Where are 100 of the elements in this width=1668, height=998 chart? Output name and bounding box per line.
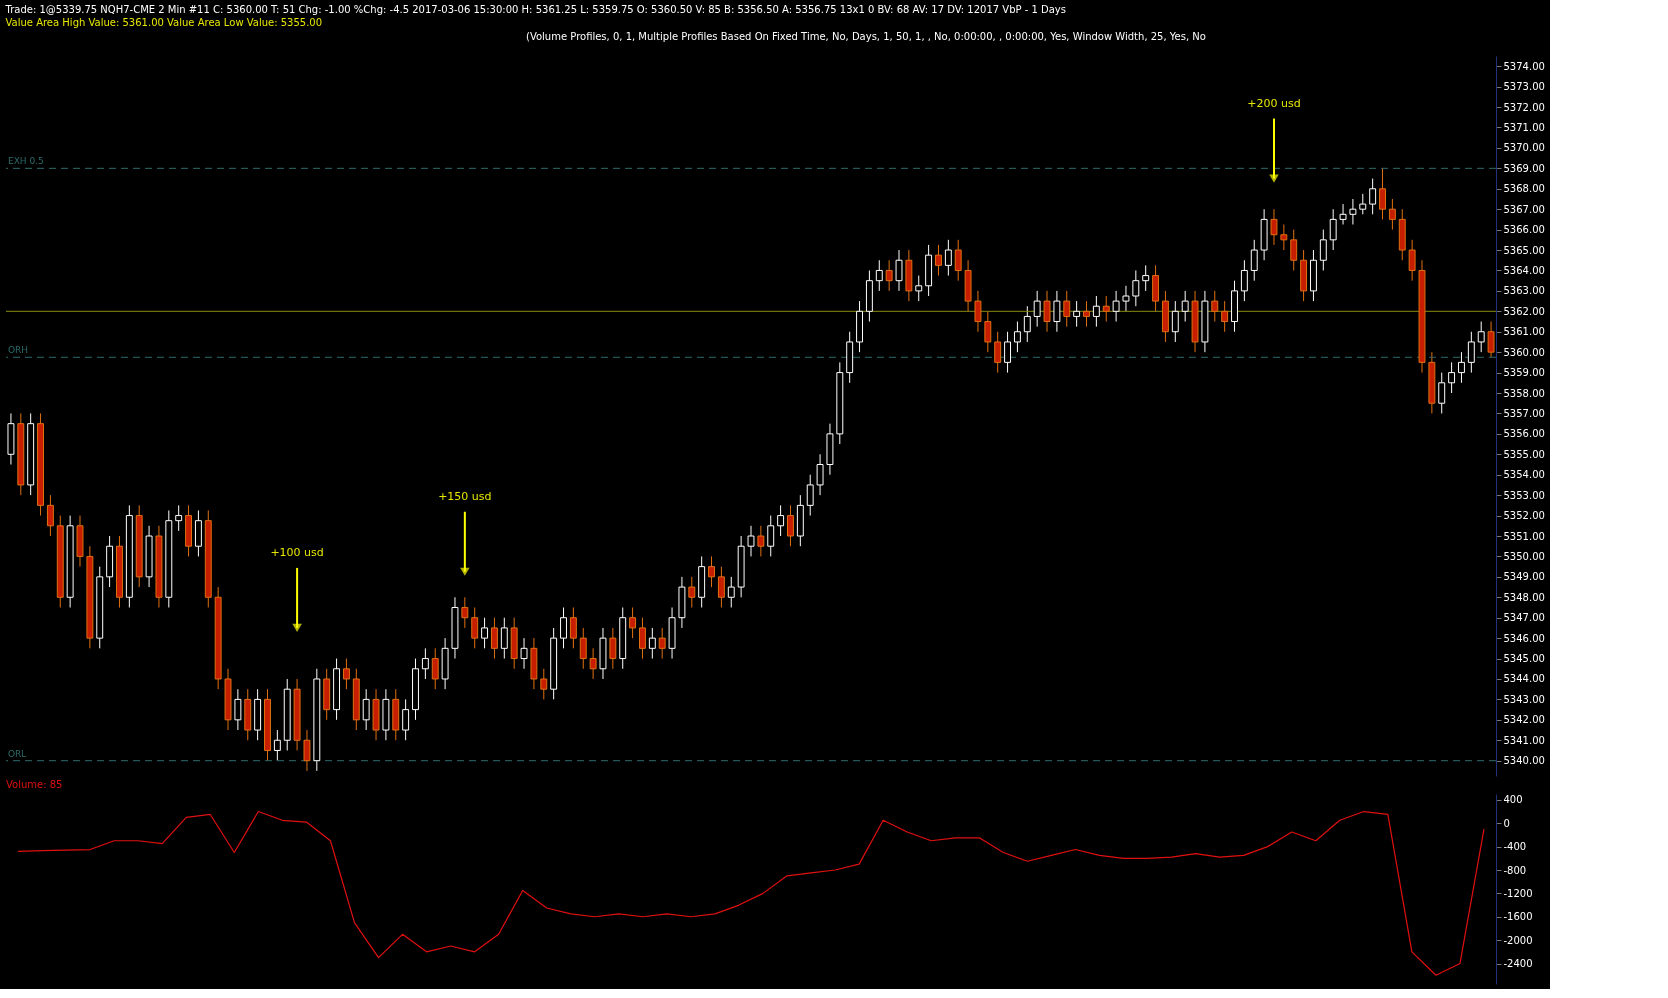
- y-tick-label: 400: [1503, 794, 1523, 806]
- candlestick: [1388, 198, 1396, 231]
- y-tick-label: -1600: [1503, 911, 1533, 923]
- y-tick-label: 5348.00: [1503, 591, 1545, 603]
- candlestick: [648, 627, 656, 660]
- annotation: +200 usd: [1247, 96, 1301, 110]
- candlestick: [1240, 259, 1248, 302]
- candlestick: [1280, 224, 1288, 251]
- candlestick: [1369, 178, 1377, 215]
- candlestick: [520, 637, 528, 670]
- candlestick: [1004, 331, 1012, 374]
- candlestick: [362, 688, 370, 731]
- y-tick-label: 5372.00: [1503, 101, 1545, 113]
- candlestick: [747, 525, 755, 557]
- candlestick: [609, 627, 617, 670]
- y-tick-label: 5349.00: [1503, 571, 1545, 583]
- candlestick: [342, 658, 350, 690]
- y-tick-label: 5343.00: [1503, 693, 1545, 705]
- y-tick-label: 5369.00: [1503, 162, 1545, 174]
- candlestick: [569, 606, 577, 649]
- y-tick-label: -1200: [1503, 887, 1533, 899]
- candlestick: [490, 617, 498, 660]
- candlestick: [1092, 295, 1100, 328]
- candlestick: [915, 275, 923, 302]
- y-tick-label: 5359.00: [1503, 367, 1545, 379]
- candlestick: [658, 627, 666, 660]
- y-tick-label: 5358.00: [1503, 387, 1545, 399]
- candlestick: [175, 504, 183, 532]
- candlestick: [1349, 198, 1357, 226]
- chart-title: Volume: 85: [6, 779, 63, 790]
- candlestick: [935, 244, 942, 277]
- candlestick: [767, 515, 775, 557]
- candlestick: [1250, 239, 1258, 282]
- candlestick: [234, 688, 242, 731]
- candlestick: [402, 698, 410, 741]
- y-tick-label: 5361.00: [1503, 326, 1545, 338]
- y-tick-label: 5357.00: [1503, 407, 1545, 419]
- candlestick: [1112, 290, 1120, 323]
- y-tick-label: -2400: [1503, 958, 1533, 970]
- candlestick: [481, 617, 489, 649]
- candlestick: [1102, 295, 1110, 323]
- candlestick: [1379, 167, 1386, 220]
- candlestick: [1290, 229, 1298, 271]
- y-tick-label: 5346.00: [1503, 632, 1545, 644]
- candlestick: [1458, 351, 1465, 384]
- y-tick-label: 5353.00: [1503, 489, 1545, 501]
- candlestick: [471, 606, 479, 649]
- candlestick: [500, 617, 508, 660]
- y-tick-label: 5360.00: [1503, 346, 1545, 358]
- y-tick-label: -400: [1503, 841, 1527, 853]
- y-tick-label: 5356.00: [1503, 428, 1545, 440]
- y-tick-label: -2000: [1503, 934, 1533, 946]
- candlestick: [579, 627, 587, 670]
- candlestick: [944, 239, 952, 277]
- y-tick-label: 5352.00: [1503, 510, 1545, 522]
- candlestick: [1063, 290, 1071, 328]
- candlestick: [303, 729, 311, 772]
- y-tick-label: 5373.00: [1503, 81, 1545, 93]
- candlestick: [560, 606, 567, 649]
- candlestick: [974, 290, 982, 333]
- chart-subtitle: Value Area High Value: 5361.00 Value Area Low Value: 5355.00: [5, 17, 323, 28]
- candlestick: [1211, 290, 1219, 323]
- candlestick: [589, 647, 597, 680]
- candlestick: [984, 310, 992, 353]
- candlestick: [421, 647, 429, 680]
- y-tick-label: 5367.00: [1503, 203, 1545, 215]
- y-tick-label: 5364.00: [1503, 264, 1545, 276]
- y-tick-label: 5347.00: [1503, 612, 1545, 624]
- annotation: +100 usd: [270, 545, 324, 559]
- y-tick-label: 5371.00: [1503, 121, 1545, 133]
- candlestick: [1487, 321, 1495, 358]
- y-tick-label: 5340.00: [1503, 755, 1545, 767]
- candlestick: [806, 474, 814, 517]
- chart-title: Trade: 1@5339.75 NQH7-CME 2 Min #11 C: 5360.00 T: 51 Chg: -1.00 %Chg: -4.5 2017-03-06 15:30:00 H: 5361.25 L: 5359.75 O: 5360.50 V: 85 B: 5356.50 A: 5356.75 13x1 0 BV: 68 AV: 17 DV: 12017 VbP - 1 Days: [4, 4, 1066, 15]
- ref-line-label: ORH: [8, 345, 29, 356]
- candlestick: [1053, 290, 1061, 333]
- y-tick-label: 5370.00: [1503, 142, 1545, 154]
- candlestick: [461, 596, 469, 629]
- y-tick-label: 0: [1503, 817, 1510, 829]
- candlestick: [885, 259, 893, 292]
- candlestick: [1408, 239, 1416, 282]
- candlestick: [1319, 229, 1327, 271]
- candlestick: [717, 566, 725, 608]
- candlestick: [1132, 269, 1140, 307]
- candlestick: [1329, 208, 1337, 251]
- candlestick: [708, 555, 715, 588]
- candlestick: [1221, 300, 1229, 333]
- candlestick: [1359, 193, 1367, 215]
- candlestick: [777, 504, 785, 537]
- candlestick: [994, 331, 1002, 374]
- candlestick: [954, 239, 962, 282]
- candlestick: [688, 576, 696, 608]
- candlestick: [1013, 321, 1021, 353]
- y-tick-label: 5362.00: [1503, 305, 1545, 317]
- candlestick: [757, 525, 765, 557]
- candlestick: [1033, 290, 1041, 328]
- candlestick: [1142, 264, 1150, 292]
- candlestick: [816, 453, 824, 496]
- text: (Volume Profiles, 0, 1, Multiple Profiles Based On Fixed Time, No, Days, 1, 50, 1, , No, 0:00:00, , 0:00:00, Yes, Window Width, 25, Yes, No: [526, 31, 1206, 42]
- y-tick-label: 5342.00: [1503, 714, 1545, 726]
